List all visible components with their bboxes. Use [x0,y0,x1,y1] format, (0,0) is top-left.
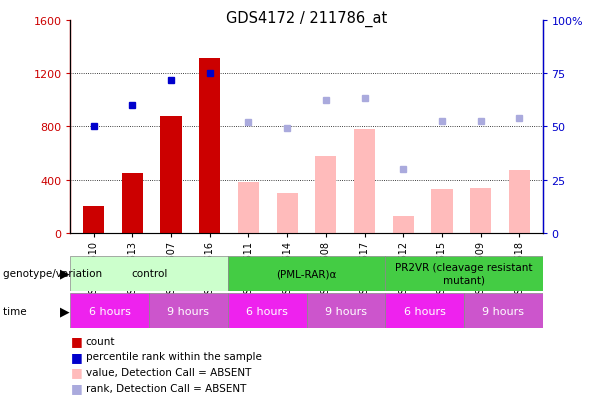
Text: ■: ■ [70,381,82,394]
Text: 9 hours: 9 hours [325,306,367,316]
Bar [385,293,464,328]
Text: 6 hours: 6 hours [246,306,288,316]
Bar [354,130,375,233]
Text: ■: ■ [70,366,82,379]
Text: PR2VR (cleavage resistant
mutant): PR2VR (cleavage resistant mutant) [395,263,533,285]
Text: ▶: ▶ [59,267,69,280]
Bar [432,190,452,233]
Bar [238,183,259,233]
Text: (PML-RAR)α: (PML-RAR)α [276,268,337,279]
Text: value, Detection Call = ABSENT: value, Detection Call = ABSENT [86,367,251,377]
Text: genotype/variation: genotype/variation [3,268,105,279]
Bar [70,256,228,291]
Text: ▶: ▶ [59,304,69,317]
Text: 9 hours: 9 hours [482,306,524,316]
Text: ■: ■ [70,350,82,363]
Bar [122,173,143,233]
Bar [83,207,104,233]
Text: GDS4172 / 211786_at: GDS4172 / 211786_at [226,10,387,26]
Bar [228,293,306,328]
Bar [276,193,298,233]
Bar [464,293,543,328]
Bar [161,116,181,233]
Bar [315,156,337,233]
Text: 6 hours: 6 hours [89,306,131,316]
Bar [392,216,414,233]
Text: 9 hours: 9 hours [167,306,210,316]
Bar [306,293,385,328]
Bar [385,256,543,291]
Text: percentile rank within the sample: percentile rank within the sample [86,351,262,361]
Text: control: control [131,268,167,279]
Bar [199,59,221,233]
Bar [70,293,149,328]
Text: time: time [3,306,30,316]
Text: rank, Detection Call = ABSENT: rank, Detection Call = ABSENT [86,383,246,393]
Text: count: count [86,336,115,346]
Bar [509,171,530,233]
Bar [470,188,491,233]
Text: ■: ■ [70,334,82,347]
Text: 6 hours: 6 hours [403,306,446,316]
Bar [228,256,385,291]
Bar [149,293,228,328]
